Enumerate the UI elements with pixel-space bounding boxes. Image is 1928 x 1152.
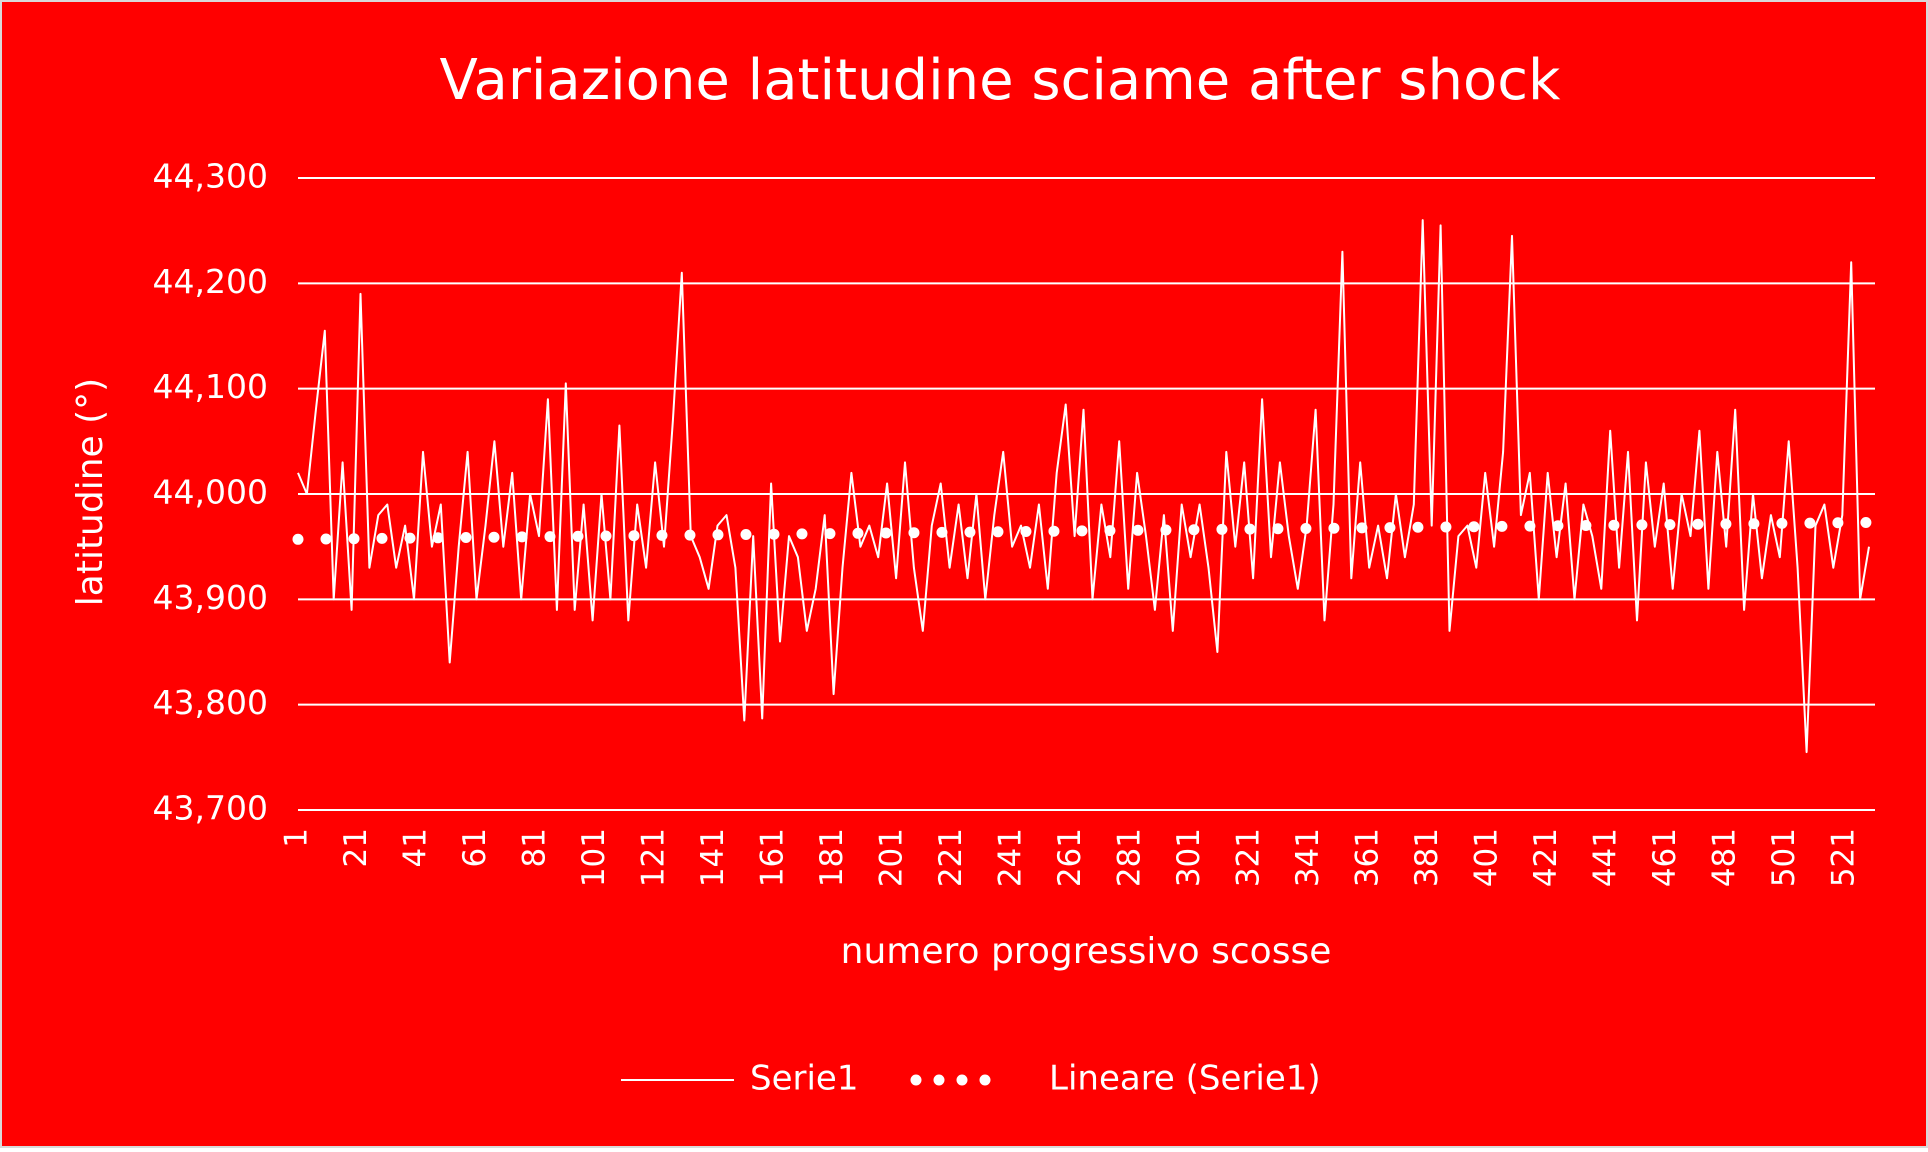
x-tick-label: 201 bbox=[874, 828, 910, 887]
x-tick-label: 501 bbox=[1766, 828, 1802, 887]
chart-title: Variazione latitudine sciame after shock bbox=[440, 48, 1561, 113]
x-tick-label: 61 bbox=[457, 828, 493, 867]
x-tick-label: 261 bbox=[1052, 828, 1088, 887]
y-tick-label: 43,700 bbox=[153, 789, 268, 828]
x-tick-label: 221 bbox=[933, 828, 969, 887]
trend-line bbox=[292, 516, 1881, 545]
y-tick-label: 43,900 bbox=[153, 578, 268, 617]
x-tick-label: 101 bbox=[576, 828, 612, 887]
x-tick-label: 481 bbox=[1707, 828, 1743, 887]
legend-label: Lineare (Serie1) bbox=[1049, 1059, 1321, 1099]
x-tick-label: 381 bbox=[1409, 828, 1445, 887]
x-tick-label: 161 bbox=[755, 828, 791, 887]
y-tick-label: 44,300 bbox=[153, 157, 268, 196]
x-tick-label: 81 bbox=[517, 828, 553, 867]
y-axis-title: latitudine (°) bbox=[70, 378, 111, 606]
x-tick-label: 421 bbox=[1528, 828, 1564, 887]
x-tick-label: 321 bbox=[1231, 828, 1267, 887]
x-tick-label: 1 bbox=[279, 828, 315, 848]
x-tick-label: 401 bbox=[1469, 828, 1505, 887]
x-tick-label: 301 bbox=[1171, 828, 1207, 887]
x-tick-label: 21 bbox=[338, 828, 374, 867]
x-tick-label: 181 bbox=[814, 828, 850, 887]
x-tick-label: 521 bbox=[1826, 828, 1862, 887]
x-tick-label: 121 bbox=[636, 828, 672, 887]
x-tick-label: 241 bbox=[993, 828, 1029, 887]
x-tick-label: 41 bbox=[398, 828, 434, 867]
x-axis-title: numero progressivo scosse bbox=[841, 931, 1332, 972]
x-tick-label: 141 bbox=[695, 828, 731, 887]
data-line bbox=[297, 219, 1870, 754]
x-tick-label: 441 bbox=[1588, 828, 1624, 887]
y-tick-label: 44,200 bbox=[153, 262, 268, 301]
x-tick-label: 361 bbox=[1350, 828, 1386, 887]
x-tick-label: 341 bbox=[1290, 828, 1326, 887]
x-tick-label: 281 bbox=[1112, 828, 1148, 887]
legend-label: Serie1 bbox=[750, 1059, 858, 1099]
y-tick-label: 43,800 bbox=[153, 683, 268, 722]
x-tick-label: 461 bbox=[1647, 828, 1683, 887]
y-tick-label: 44,000 bbox=[153, 473, 268, 512]
y-tick-label: 44,100 bbox=[153, 367, 268, 406]
